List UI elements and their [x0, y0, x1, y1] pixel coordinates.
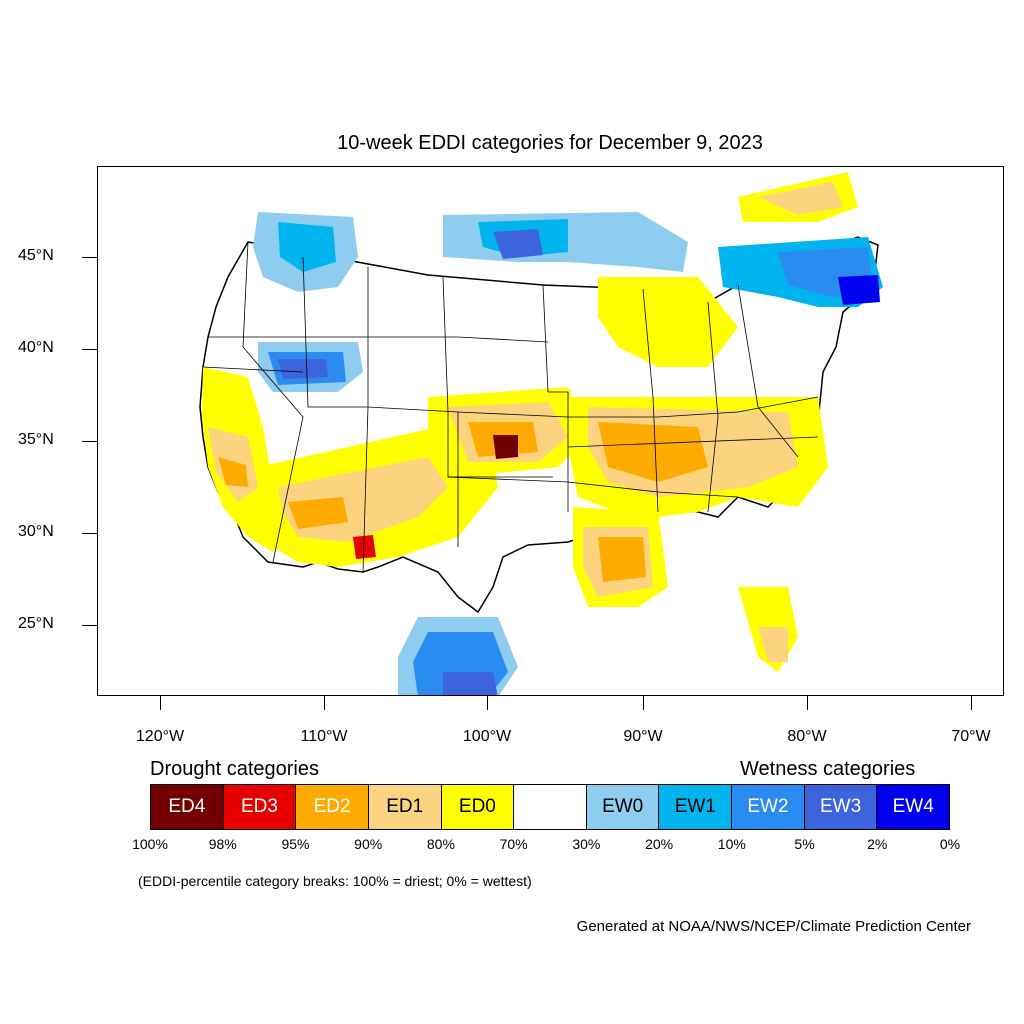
- dry-florida-ed1: [758, 627, 788, 662]
- credit-line: Generated at NOAA/NWS/NCEP/Climate Predi…: [576, 918, 971, 935]
- lon-label-90: 90°W: [623, 728, 663, 745]
- wet-maine-deep: [838, 275, 880, 305]
- percentile-label: 20%: [645, 836, 674, 852]
- legend-category-ed4: ED4: [151, 785, 224, 829]
- percentile-label: 0%: [939, 836, 961, 852]
- lon-tick: [971, 696, 972, 710]
- wet-utah-deep: [278, 359, 328, 379]
- map-title: 10-week EDDI categories for December 9, …: [337, 132, 763, 154]
- dry-kansas-ed4: [493, 435, 518, 459]
- lat-label-35: 35°N: [18, 431, 54, 448]
- percentile-label: 95%: [281, 836, 310, 852]
- lat-tick: [82, 441, 97, 442]
- lon-label-80: 80°W: [787, 728, 827, 745]
- legend-category-neutral: [514, 785, 587, 829]
- percentile-label: 2%: [867, 836, 888, 852]
- wet-montana-deep: [493, 229, 543, 259]
- lon-tick: [160, 696, 161, 710]
- percentile-label: 5%: [794, 836, 815, 852]
- legend-category-ed2: ED2: [296, 785, 369, 829]
- state-boundaries: [202, 241, 819, 573]
- lat-tick: [82, 533, 97, 534]
- percentile-label: 98%: [208, 836, 237, 852]
- dry-lower-mississippi-ed2: [598, 537, 646, 582]
- legend-category-ed1: ED1: [368, 785, 442, 829]
- legend-category-ed0: ED0: [441, 785, 515, 829]
- lat-label-25: 25°N: [18, 615, 54, 632]
- drought-categories-title: Drought categories: [150, 758, 319, 780]
- legend-category-ew3: EW3: [804, 785, 878, 829]
- legend-category-ed3: ED3: [223, 785, 297, 829]
- percentile-label: 10%: [717, 836, 746, 852]
- legend-colorbar: ED4 ED3 ED2 ED1 ED0 EW0 EW1 EW2 EW3 EW4: [150, 784, 950, 830]
- eddi-map: [199, 172, 883, 695]
- dry-newmexico-ed3: [353, 535, 376, 559]
- lon-tick: [324, 696, 325, 710]
- percentile-label: 90%: [354, 836, 383, 852]
- dry-southwest-ed2: [288, 497, 348, 529]
- map-panel: [97, 166, 1004, 696]
- lon-label-120: 120°W: [135, 728, 185, 745]
- lat-tick: [82, 625, 97, 626]
- lon-label-100: 100°W: [462, 728, 512, 745]
- wet-texas-deep: [443, 672, 498, 695]
- wetness-categories-title: Wetness categories: [740, 758, 916, 780]
- percentile-label: 70%: [499, 836, 528, 852]
- dry-california-ed2: [218, 457, 248, 487]
- lon-label-70: 70°W: [951, 728, 991, 745]
- lon-tick: [487, 696, 488, 710]
- category-breaks-note: (EDDI-percentile category breaks: 100% =…: [138, 873, 532, 889]
- percentile-label: 100%: [132, 836, 168, 852]
- legend-category-ew2: EW2: [732, 785, 805, 829]
- legend-category-ew0: EW0: [586, 785, 660, 829]
- dry-michigan: [598, 277, 738, 367]
- lat-tick: [82, 349, 97, 350]
- lat-label-45: 45°N: [18, 247, 54, 264]
- dry-northeast-canada-ed1: [758, 182, 843, 215]
- lon-label-110: 110°W: [300, 728, 348, 745]
- lon-tick: [643, 696, 644, 710]
- dry-midsouth-ed2: [598, 422, 708, 482]
- lon-tick: [807, 696, 808, 710]
- percentile-label: 80%: [426, 836, 455, 852]
- lat-tick: [82, 257, 97, 258]
- legend-category-ew1: EW1: [659, 785, 733, 829]
- lat-label-30: 30°N: [18, 523, 54, 540]
- percentile-label: 30%: [572, 836, 601, 852]
- lat-label-40: 40°N: [18, 339, 54, 356]
- wet-north-rockies-core: [278, 222, 336, 272]
- legend-category-ew4: EW4: [877, 785, 950, 829]
